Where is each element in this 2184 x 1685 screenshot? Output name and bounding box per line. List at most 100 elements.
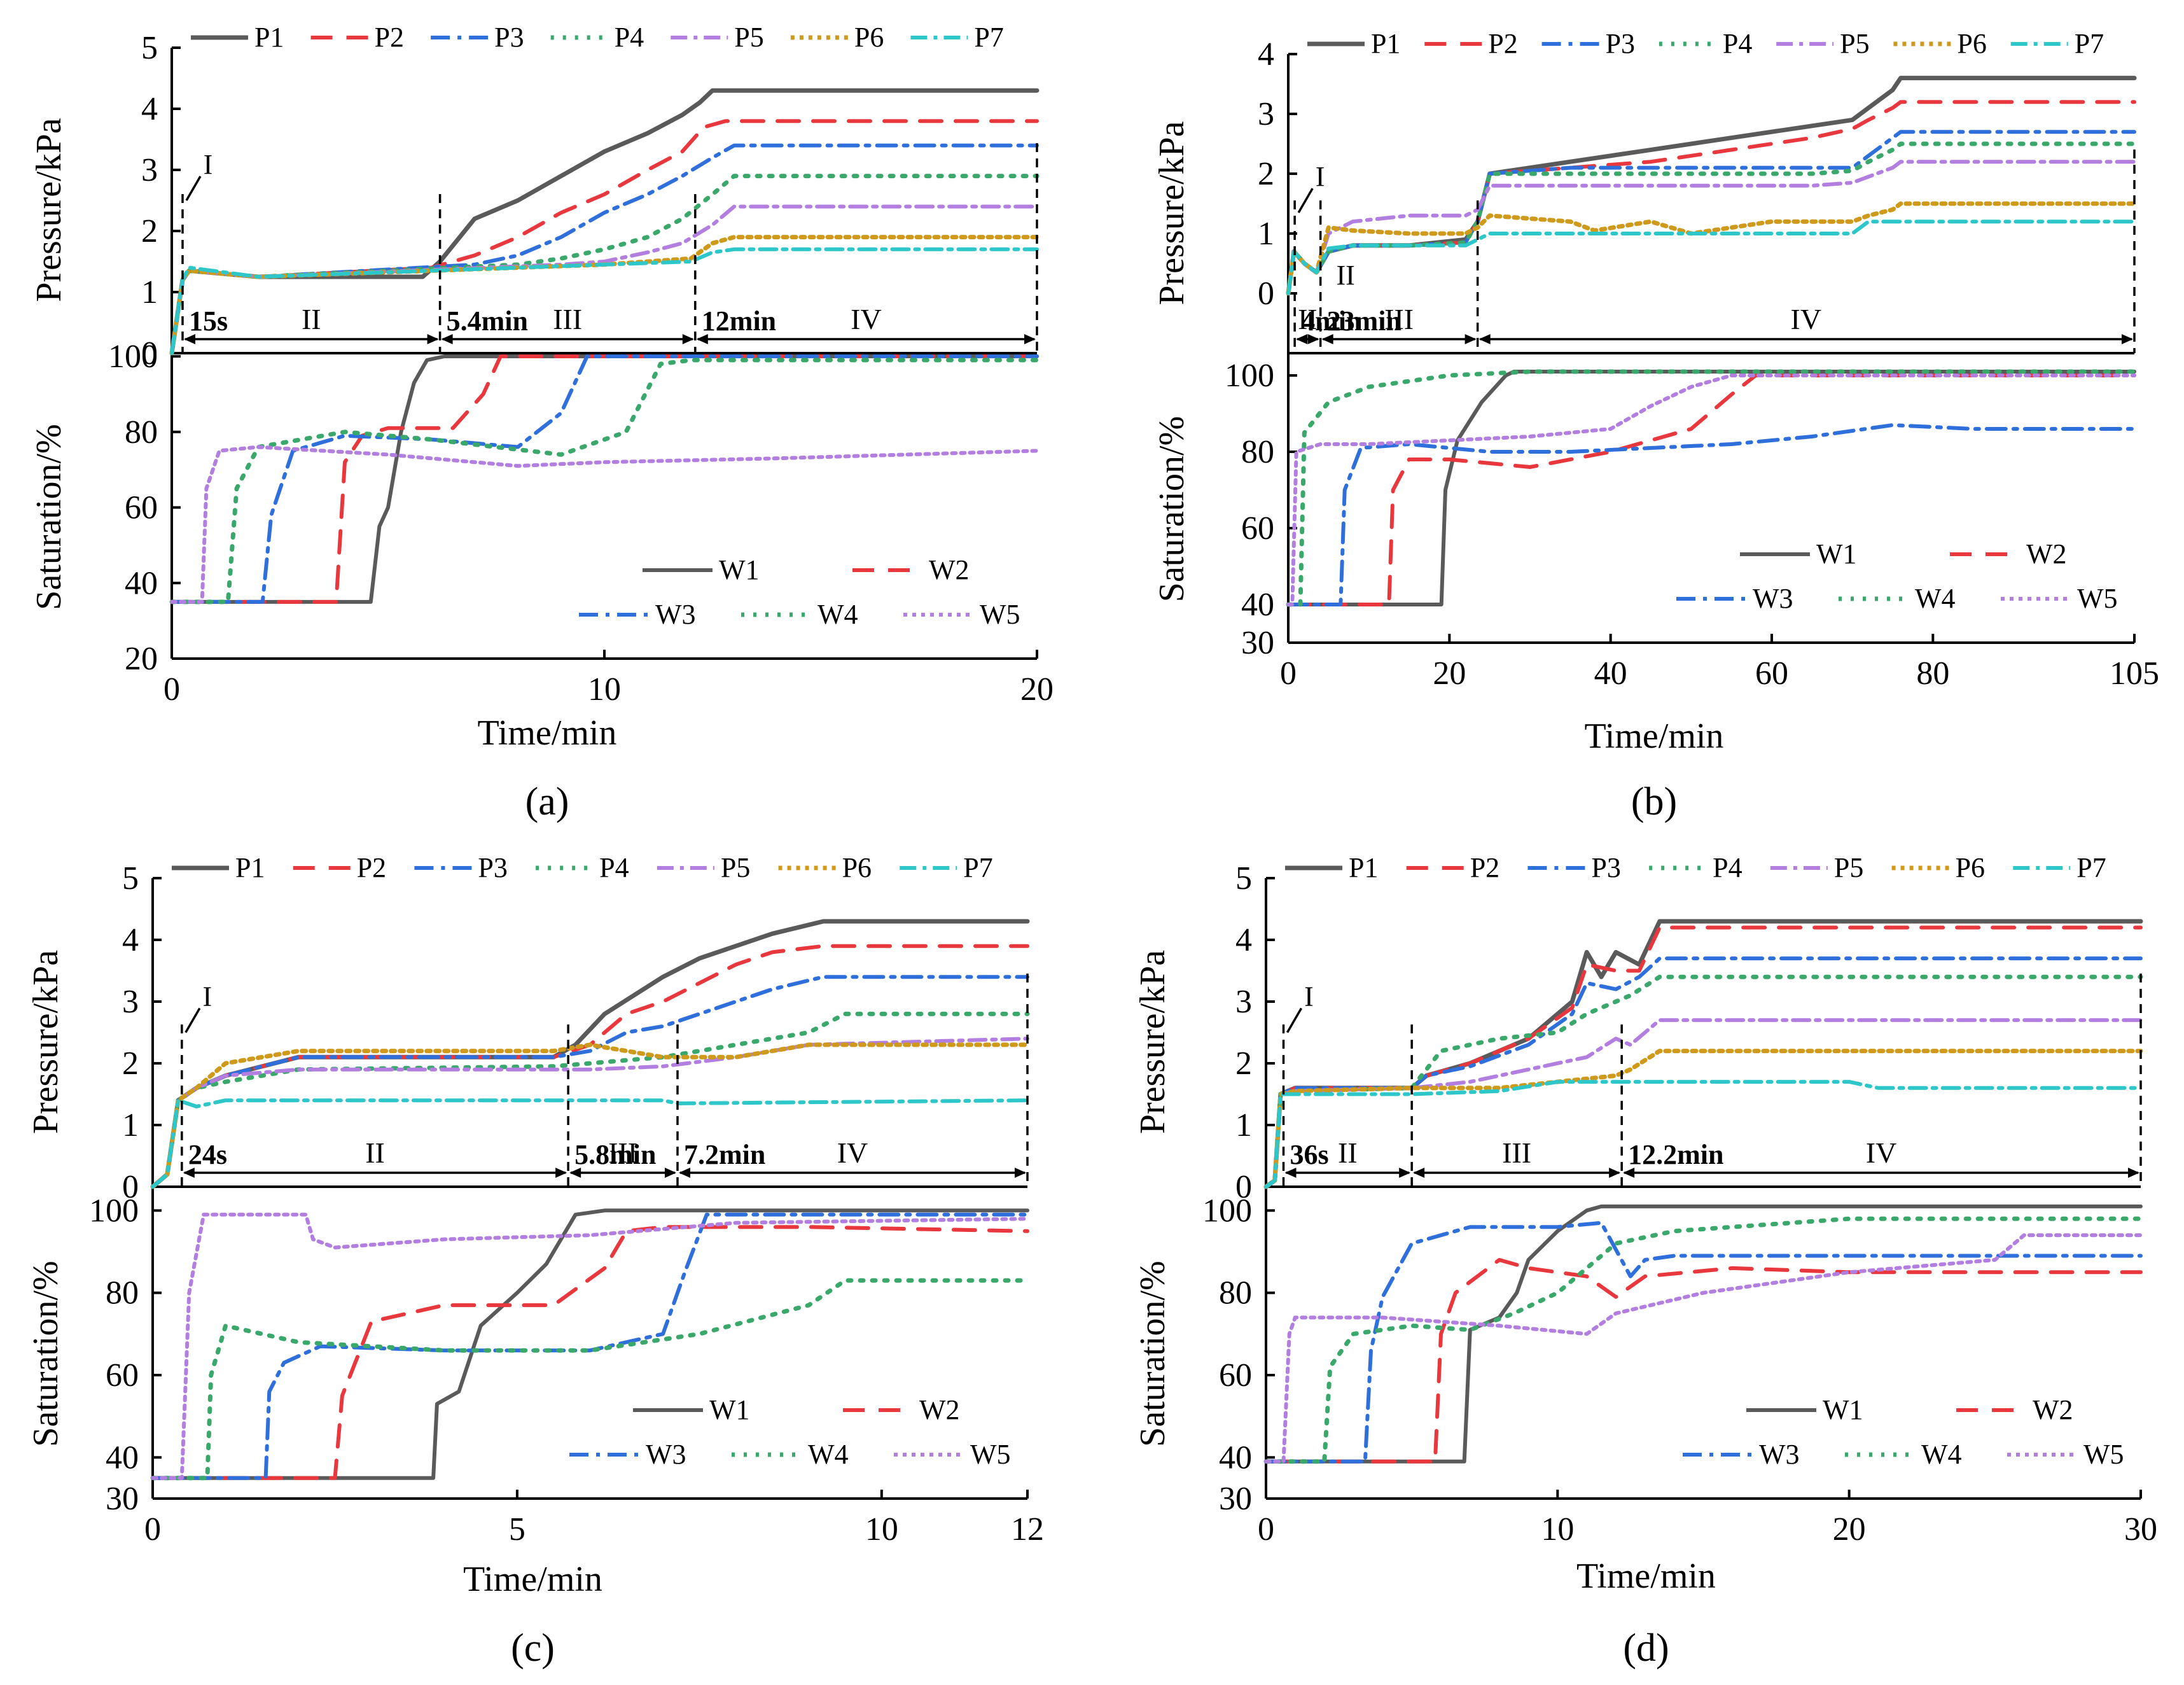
x-tick-label: 0 bbox=[163, 671, 180, 708]
x-tick-label: 80 bbox=[1916, 655, 1949, 692]
saturation-y-axis-label: Saturation/% bbox=[1133, 1261, 1172, 1446]
stage-duration-2: 5.4min bbox=[447, 305, 528, 337]
stage-label-I: I bbox=[204, 149, 213, 180]
legend-label-W3: W3 bbox=[1753, 583, 1793, 614]
pressure-line-P4 bbox=[1286, 141, 2137, 296]
stage-I-pointer bbox=[185, 176, 202, 201]
legend-label-P2: P2 bbox=[1488, 28, 1517, 59]
pressure-y-tick-label: 4 bbox=[1258, 36, 1274, 73]
legend-label-W5: W5 bbox=[980, 599, 1020, 630]
pressure-line-P2 bbox=[1264, 925, 2143, 1189]
legend-label-P7: P7 bbox=[963, 852, 992, 883]
pressure-y-tick-label: 0 bbox=[122, 1169, 139, 1205]
stage-arrowhead bbox=[696, 334, 708, 344]
legend-label-P2: P2 bbox=[1470, 852, 1499, 883]
stage-arrowhead bbox=[682, 334, 694, 344]
saturation-line-W3 bbox=[1264, 1220, 2143, 1464]
legend-label-P4: P4 bbox=[599, 852, 629, 883]
legend-label-P3: P3 bbox=[494, 22, 524, 53]
stage-duration-1: 4min bbox=[1301, 305, 1361, 337]
x-tick-label: 40 bbox=[1594, 655, 1627, 692]
saturation-y-tick-label: 60 bbox=[1241, 510, 1274, 547]
legend-label-W1: W1 bbox=[719, 554, 760, 585]
saturation-y-tick-label: 30 bbox=[106, 1481, 139, 1517]
x-axis-label: Time/min bbox=[478, 713, 617, 753]
pressure-line-P1 bbox=[1286, 76, 2137, 296]
saturation-y-tick-label: 80 bbox=[125, 414, 158, 451]
legend-label-W1: W1 bbox=[709, 1394, 750, 1425]
stage-label-III: III bbox=[1384, 303, 1414, 335]
saturation-line-W5 bbox=[151, 1212, 1029, 1480]
saturation-line-W3 bbox=[1286, 423, 2136, 606]
saturation-y-tick-label: 100 bbox=[89, 1192, 139, 1229]
saturation-line-W3 bbox=[151, 1212, 1029, 1480]
legend-label-W5: W5 bbox=[970, 1439, 1011, 1470]
pressure-y-tick-label: 5 bbox=[141, 30, 158, 66]
stage-arrowhead bbox=[569, 1168, 581, 1178]
stage-arrowhead bbox=[555, 1168, 567, 1178]
saturation-y-tick-label: 60 bbox=[1219, 1357, 1252, 1394]
saturation-y-tick-label: 40 bbox=[1219, 1439, 1252, 1476]
pressure-y-tick-label: 4 bbox=[141, 91, 158, 127]
legend-label-P5: P5 bbox=[1834, 852, 1863, 883]
pressure-line-P6 bbox=[169, 235, 1040, 356]
saturation-line-W2 bbox=[1264, 1257, 2143, 1464]
pressure-line-P7 bbox=[151, 1098, 1029, 1189]
stage-I-pointer bbox=[184, 1007, 201, 1033]
pressure-y-axis-label: Pressure/kPa bbox=[1152, 121, 1192, 305]
legend-label-W2: W2 bbox=[929, 554, 970, 585]
legend-label-W4: W4 bbox=[1915, 583, 1956, 614]
legend-label-W3: W3 bbox=[646, 1439, 686, 1470]
saturation-y-tick-label: 30 bbox=[1219, 1481, 1252, 1517]
saturation-line-W4 bbox=[1263, 1216, 2143, 1464]
legend-label-P6: P6 bbox=[1957, 28, 1986, 59]
x-tick-label: 20 bbox=[1433, 655, 1466, 692]
legend-label-P3: P3 bbox=[1591, 852, 1620, 883]
pressure-y-tick-label: 2 bbox=[141, 213, 158, 249]
saturation-y-tick-label: 60 bbox=[106, 1357, 139, 1394]
stage-arrowhead bbox=[1296, 334, 1308, 344]
pressure-y-tick-label: 1 bbox=[122, 1107, 139, 1143]
legend-label-P4: P4 bbox=[615, 22, 644, 53]
pressure-y-tick-label: 0 bbox=[141, 335, 158, 372]
saturation-line-W4 bbox=[169, 358, 1040, 605]
pressure-y-tick-label: 0 bbox=[1235, 1169, 1252, 1205]
stage-label-II: II bbox=[365, 1136, 385, 1169]
stage-arrowhead bbox=[1024, 334, 1036, 344]
pressure-y-tick-label: 3 bbox=[122, 984, 139, 1020]
x-axis-label: Time/min bbox=[1576, 1556, 1716, 1596]
pressure-y-tick-label: 2 bbox=[122, 1045, 139, 1082]
legend-label-P1: P1 bbox=[1371, 28, 1400, 59]
x-tick-label: 105 bbox=[2110, 655, 2159, 692]
x-tick-label: 20 bbox=[1833, 1511, 1866, 1548]
stage-label-IV: IV bbox=[851, 303, 882, 335]
x-tick-label: 30 bbox=[2124, 1511, 2157, 1548]
stage-arrowhead bbox=[1464, 334, 1477, 344]
saturation-y-tick-label: 100 bbox=[1225, 358, 1274, 394]
legend-label-P7: P7 bbox=[2075, 28, 2104, 59]
saturation-y-tick-label: 40 bbox=[125, 565, 158, 601]
pressure-y-tick-label: 2 bbox=[1258, 156, 1274, 192]
stage-label-III: III bbox=[1502, 1136, 1531, 1169]
stage-duration-3: 7.2min bbox=[684, 1139, 765, 1170]
stage-arrowhead bbox=[1307, 334, 1319, 344]
saturation-line-W2 bbox=[170, 354, 1039, 604]
x-tick-label: 12 bbox=[1011, 1511, 1044, 1548]
legend-label-P6: P6 bbox=[1956, 852, 1985, 883]
x-axis-label: Time/min bbox=[463, 1560, 602, 1599]
legend-label-P3: P3 bbox=[1606, 28, 1635, 59]
legend-label-W3: W3 bbox=[655, 599, 696, 630]
x-tick-label: 10 bbox=[865, 1511, 898, 1548]
stage-arrowhead bbox=[427, 334, 439, 344]
x-tick-label: 10 bbox=[1541, 1511, 1574, 1548]
stage-label-II: II bbox=[1298, 303, 1318, 335]
legend-label-W4: W4 bbox=[817, 599, 858, 630]
pressure-line-P6 bbox=[1263, 1049, 2143, 1189]
pressure-line-P5 bbox=[1286, 160, 2136, 295]
stage-duration-1: 15s bbox=[189, 305, 228, 337]
